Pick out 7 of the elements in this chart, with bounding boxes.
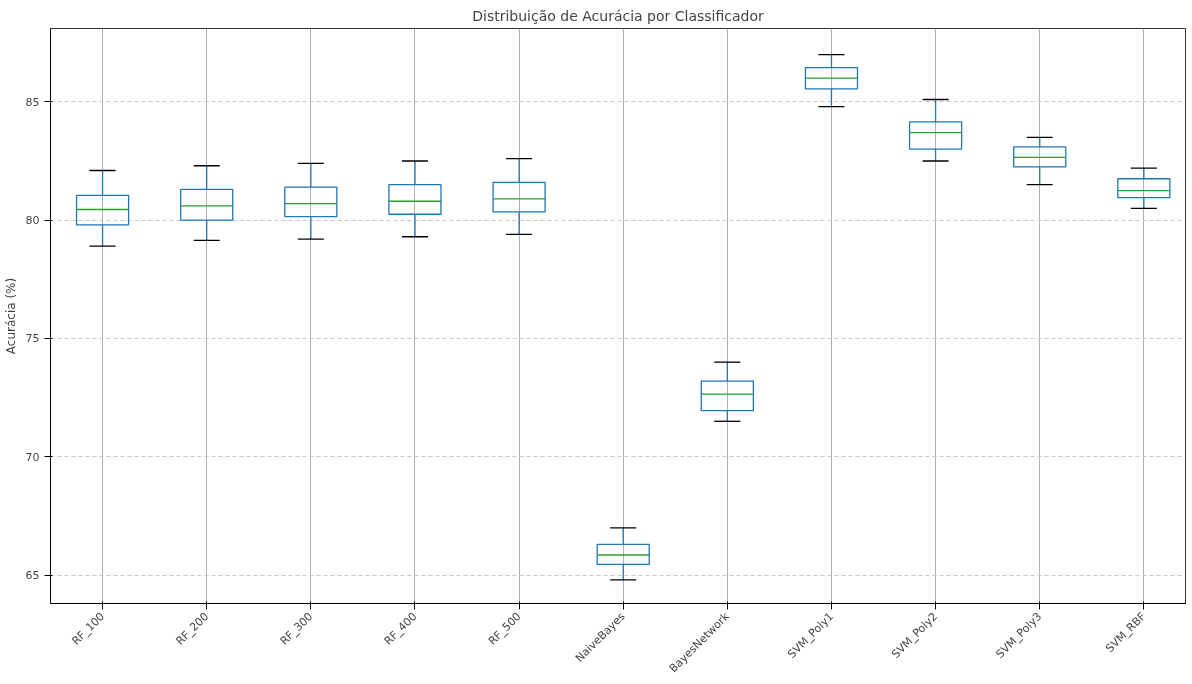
y-axis-title: Acurácia (%) <box>3 277 18 355</box>
y-tick-label: 65 <box>25 569 40 583</box>
y-tick-label: 85 <box>25 95 40 109</box>
y-tick-label: 75 <box>25 332 40 346</box>
chart-title: Distribuição de Acurácia por Classificador <box>472 7 765 24</box>
y-tick-label: 80 <box>25 214 40 228</box>
y-tick-label: 70 <box>25 450 40 464</box>
